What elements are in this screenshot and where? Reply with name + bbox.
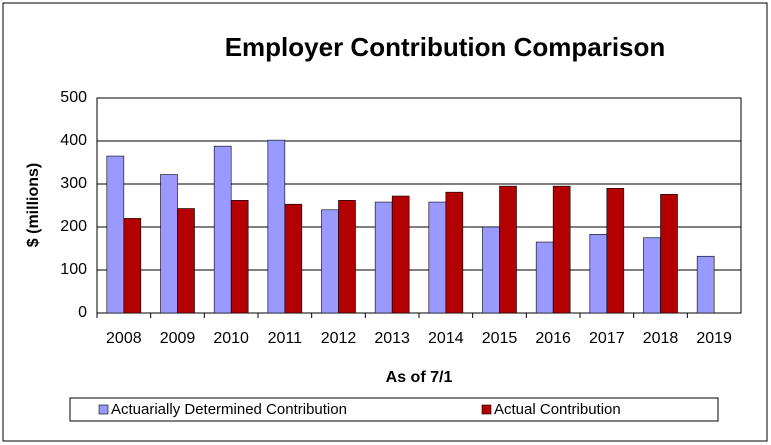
x-tick-label: 2017 — [589, 330, 625, 347]
bar — [338, 200, 356, 314]
x-tick-label: 2018 — [643, 330, 679, 347]
x-tick-label: 2010 — [213, 330, 249, 347]
bar — [284, 203, 303, 314]
legend-label: Actuarially Determined Contribution — [111, 401, 347, 418]
bar — [660, 194, 678, 314]
bar — [606, 188, 625, 314]
bar — [643, 237, 661, 314]
bar — [321, 209, 339, 314]
bar — [106, 155, 125, 314]
bar — [696, 255, 715, 314]
bar — [177, 208, 195, 314]
bar — [230, 200, 249, 314]
y-tick-label: 300 — [60, 175, 87, 192]
bar — [499, 185, 517, 314]
x-axis-label: As of 7/1 — [386, 369, 453, 386]
y-tick-label: 400 — [60, 132, 87, 149]
bar — [123, 218, 142, 314]
y-axis-label: $ (millions) — [25, 163, 42, 247]
x-tick-label: 2014 — [428, 330, 464, 347]
bar — [535, 241, 554, 314]
bar — [374, 201, 393, 314]
legend-label: Actual Contribution — [494, 401, 621, 418]
y-tick-label: 200 — [60, 218, 87, 235]
x-tick-label: 2009 — [160, 330, 196, 347]
x-tick-label: 2013 — [374, 330, 410, 347]
bar — [552, 185, 571, 314]
y-tick-label: 500 — [60, 89, 87, 106]
y-tick-label: 0 — [78, 304, 87, 321]
x-tick-label: 2011 — [268, 330, 303, 347]
bar — [213, 145, 232, 314]
bar — [267, 139, 286, 314]
legend-swatch — [98, 404, 109, 415]
x-tick-label: 2019 — [696, 330, 732, 347]
legend-box — [69, 397, 719, 422]
legend-swatch — [481, 404, 492, 415]
y-tick-label: 100 — [60, 261, 87, 278]
bar — [160, 174, 178, 314]
x-tick-label: 2012 — [321, 330, 357, 347]
chart-title: Employer Contribution Comparison — [225, 32, 666, 62]
bar — [589, 234, 608, 314]
x-tick-label: 2016 — [535, 330, 571, 347]
bar — [445, 191, 464, 314]
bar — [482, 226, 500, 314]
bar — [428, 201, 447, 314]
bar — [391, 195, 410, 314]
x-tick-label: 2015 — [482, 330, 518, 347]
x-tick-label: 2008 — [106, 330, 142, 347]
